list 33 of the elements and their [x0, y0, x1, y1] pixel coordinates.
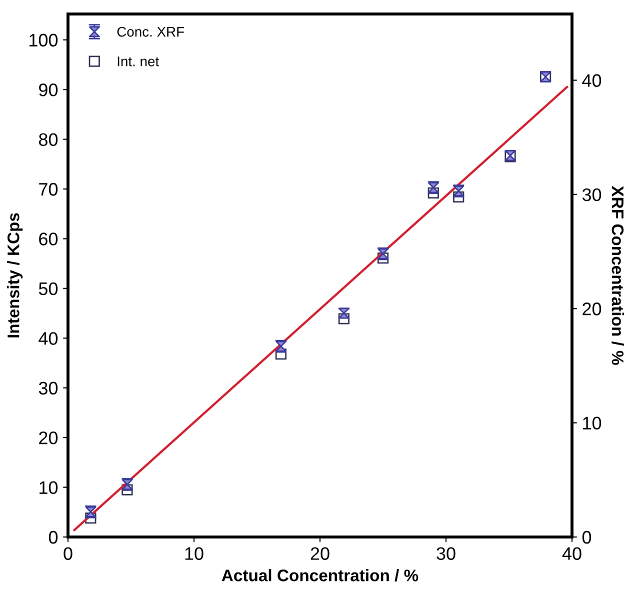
y-tick-label: 0 [48, 530, 58, 544]
y-tick-label: 50 [38, 282, 58, 296]
x-tick-label: 30 [436, 547, 456, 560]
point [275, 348, 286, 360]
y-tick-label: 10 [40, 481, 58, 494]
legend-label: Conc. XRF [117, 26, 184, 37]
legend-label: Int. net [118, 56, 159, 66]
x-tick-label: 40 [562, 547, 582, 560]
y2-tick-label: 0 [582, 530, 592, 544]
y-tick-label: 70 [39, 182, 58, 196]
y2-axis-title: XRF Concentration / % [612, 186, 624, 365]
x-axis-title: Actual Concentration / % [222, 569, 418, 582]
y-tick-label: 60 [39, 232, 58, 246]
y2-tick-label: 20 [582, 302, 602, 316]
point [85, 512, 96, 524]
y-tick-label: 100 [30, 34, 58, 47]
point [122, 484, 133, 496]
y-tick-label: 80 [38, 133, 58, 146]
x-tick-label: 20 [310, 547, 330, 560]
y-tick-label: 90 [39, 84, 58, 96]
y-tick-label: 30 [38, 382, 58, 395]
y2-tick-label: 30 [582, 188, 602, 202]
point [377, 252, 389, 264]
y2-tick-label: 10 [583, 416, 602, 430]
y-tick-label: 40 [38, 332, 58, 345]
y2-tick-label: 40 [582, 74, 602, 87]
x-tick-label: 10 [185, 547, 204, 560]
point [453, 191, 464, 203]
y-axis-title: Intensity / KCps [7, 213, 23, 338]
point [338, 313, 350, 324]
x-tick-label: 0 [64, 547, 72, 560]
y-tick-label: 20 [39, 432, 58, 444]
point [428, 187, 439, 199]
